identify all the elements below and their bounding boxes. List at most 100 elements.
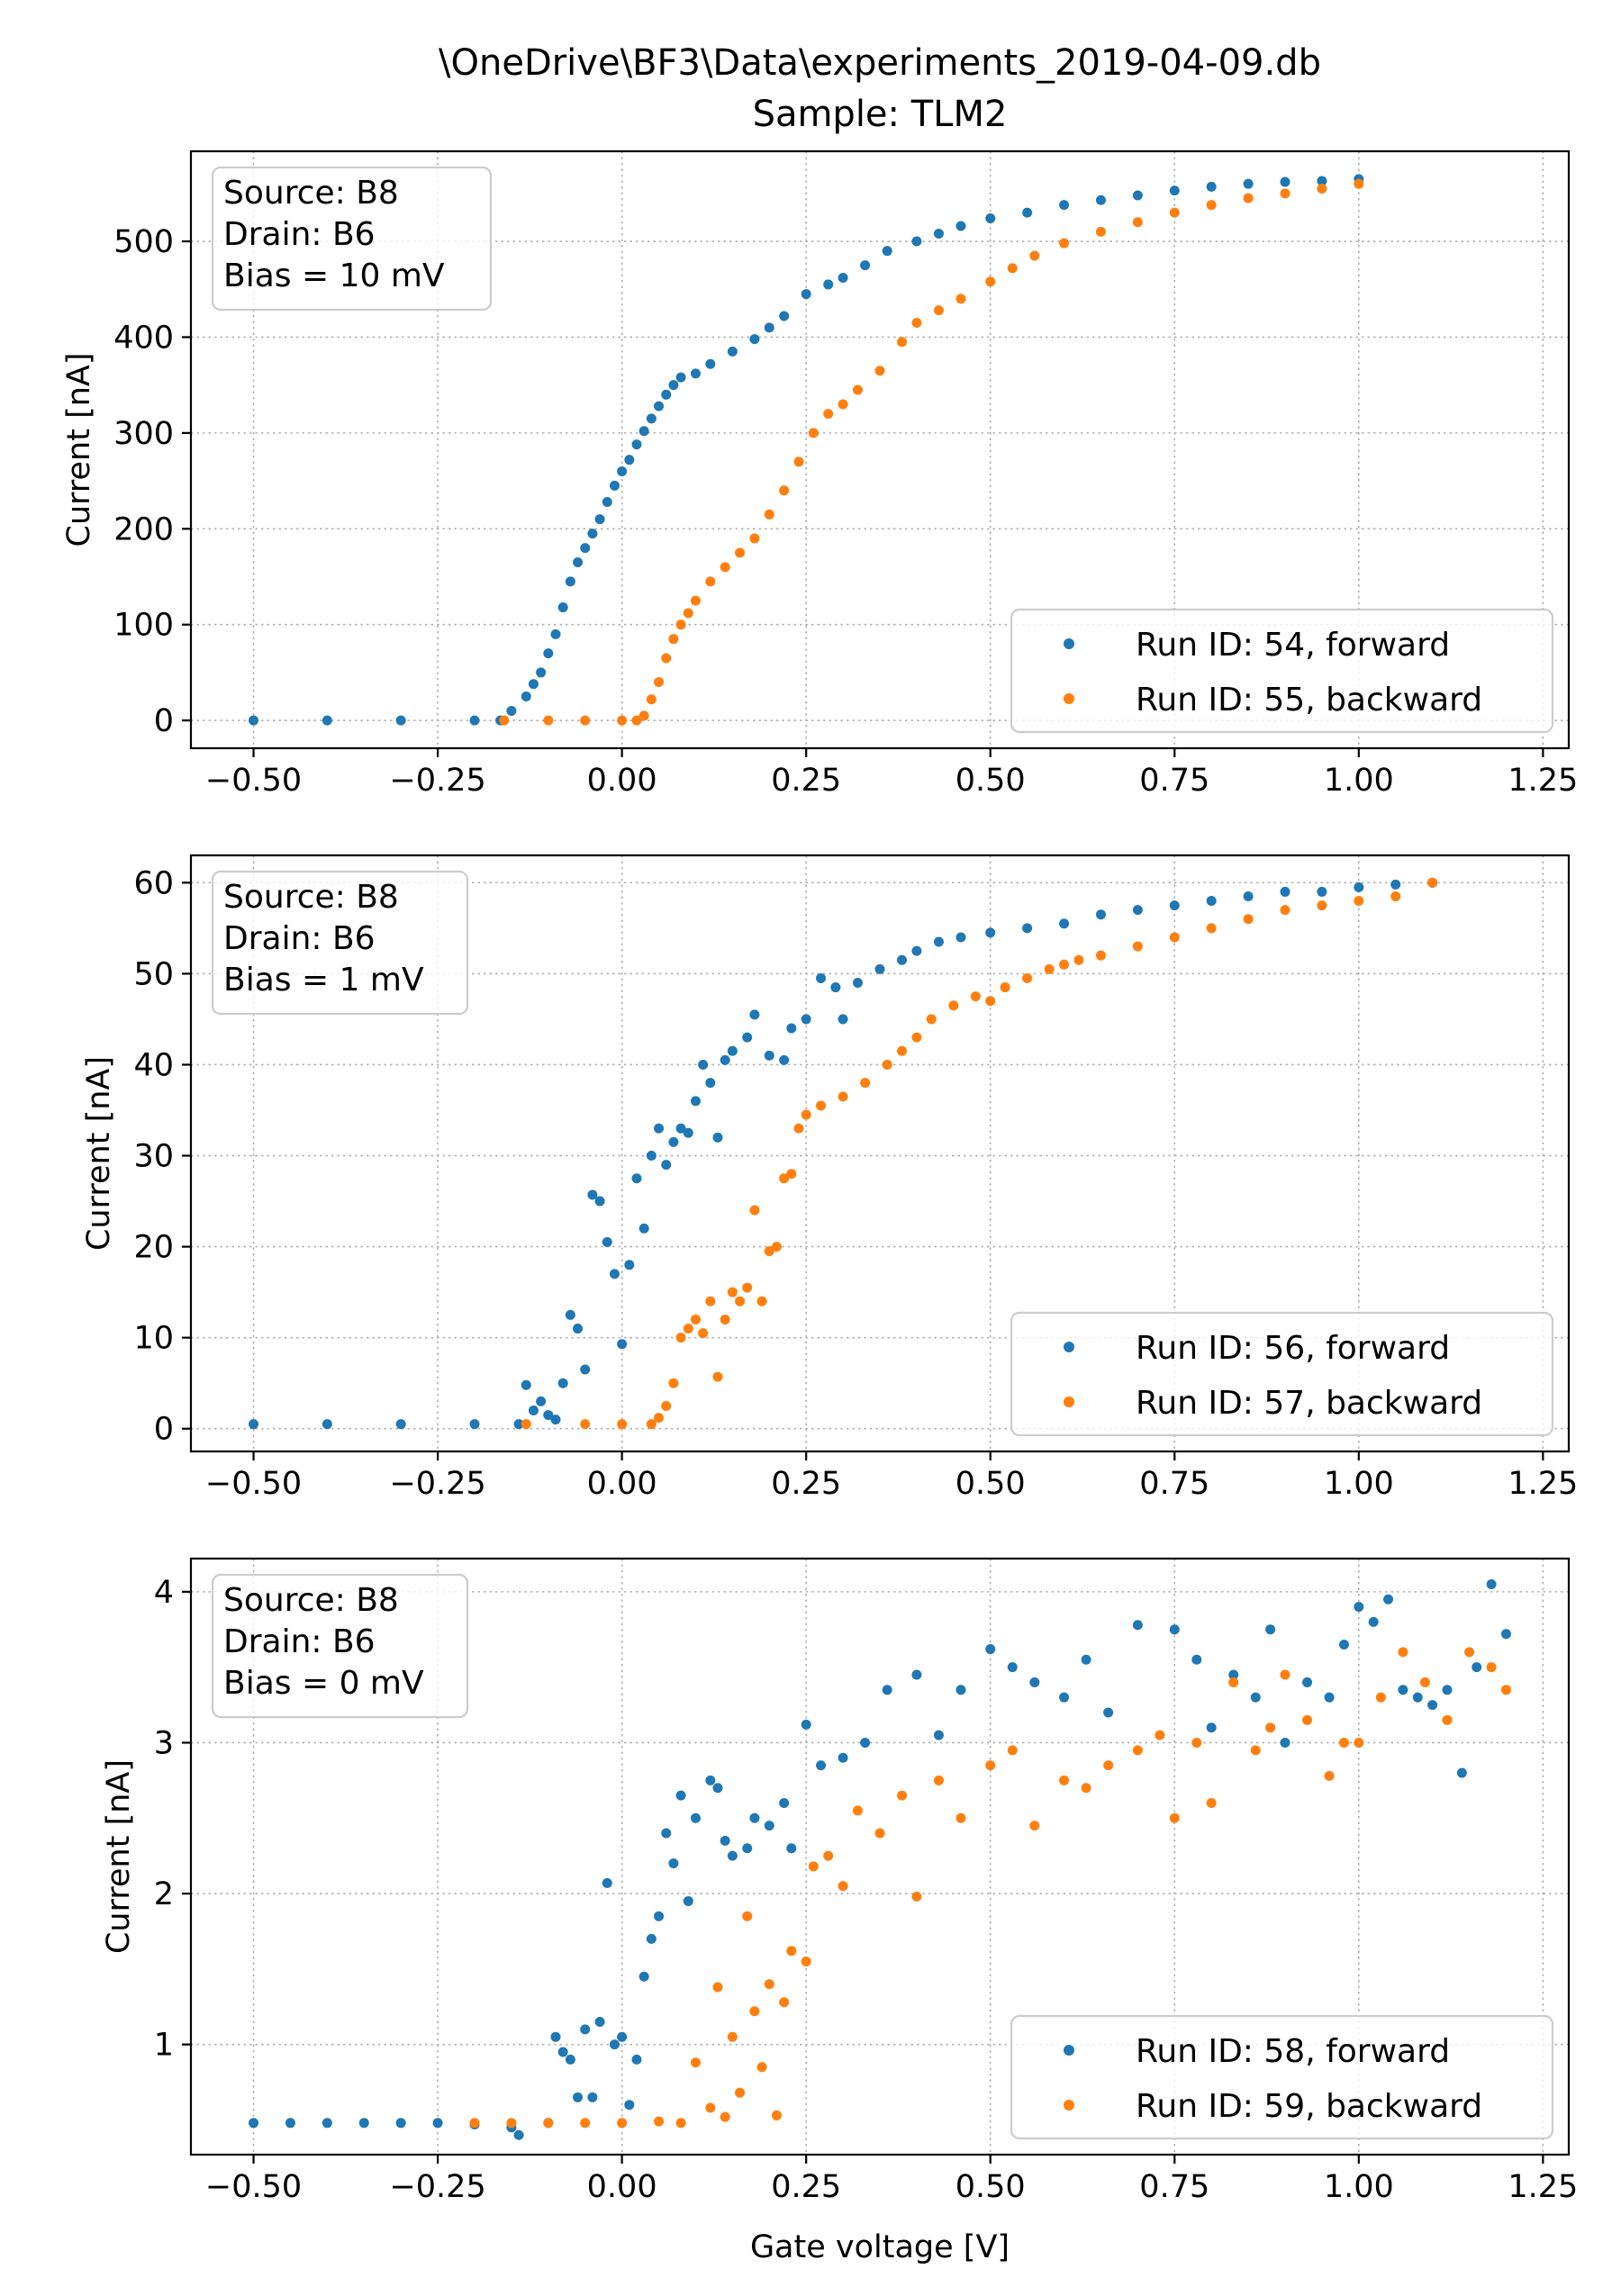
data-point-forward (654, 401, 665, 411)
data-point-forward (1169, 185, 1180, 196)
data-point-forward (1103, 1707, 1114, 1718)
data-point-forward (609, 480, 620, 491)
data-point-forward (638, 426, 649, 437)
data-point-backward (638, 710, 649, 721)
data-point-forward (933, 936, 944, 947)
x-tick-label: 1.25 (1508, 763, 1578, 799)
legend-entry: Run ID: 55, backward (1136, 682, 1482, 719)
data-point-forward (1206, 181, 1217, 192)
data-point-forward (779, 311, 790, 321)
data-point-backward (654, 2116, 665, 2127)
data-point-forward (395, 1419, 406, 1430)
data-point-forward (1338, 1640, 1349, 1650)
y-tick-label: 200 (113, 511, 174, 547)
data-point-backward (779, 485, 790, 496)
data-point-forward (1398, 1685, 1408, 1695)
x-tick-label: 1.00 (1324, 1466, 1394, 1502)
info-line: Drain: B6 (223, 920, 376, 957)
data-point-backward (698, 1328, 709, 1339)
data-point-forward (1486, 1578, 1497, 1589)
data-point-backward (1243, 193, 1254, 203)
data-point-forward (528, 1406, 539, 1416)
data-point-forward (1191, 1654, 1202, 1665)
x-tick-label: −0.50 (205, 763, 302, 799)
x-tick-label: 1.25 (1508, 1466, 1578, 1502)
data-point-forward (882, 246, 892, 257)
data-point-backward (955, 1812, 966, 1823)
data-point-forward (1317, 176, 1327, 186)
data-point-backward (1280, 188, 1290, 199)
y-tick-label: 4 (154, 1575, 174, 1611)
panel-bias-10mv: −0.50 −0.25 0.00 0.25 0.50 0.75 1.00 1.25 0 100 20… (61, 149, 1578, 799)
data-point-forward (668, 380, 679, 391)
data-point-forward (321, 1419, 332, 1430)
x-axis-label: Gate voltage [V] (750, 2229, 1010, 2265)
data-point-backward (1206, 200, 1217, 211)
data-point-forward (536, 667, 547, 678)
data-point-forward (1243, 890, 1254, 901)
data-point-backward (1059, 238, 1070, 249)
data-point-forward (1095, 909, 1106, 920)
data-point-forward (985, 1644, 996, 1655)
data-point-backward (764, 509, 774, 520)
data-point-backward (985, 996, 996, 1007)
data-point-backward (756, 1296, 767, 1306)
x-tick-label: 1.00 (1324, 763, 1394, 799)
data-point-forward (720, 1835, 730, 1846)
legend-entry: Run ID: 59, backward (1136, 2088, 1482, 2125)
data-point-forward (1427, 1700, 1438, 1711)
x-tick-label: −0.25 (389, 763, 485, 799)
x-tick-label: 0.75 (1139, 1466, 1209, 1502)
axes-frame (189, 1557, 1571, 2156)
info-line: Bias = 10 mV (223, 258, 445, 294)
info-line: Bias = 1 mV (223, 962, 424, 999)
data-point-forward (683, 1127, 693, 1138)
data-point-backward (764, 1246, 774, 1257)
y-tick-label: 2 (154, 1876, 174, 1912)
data-point-forward (654, 1123, 665, 1134)
data-point-forward (838, 1752, 848, 1763)
data-point-forward (720, 1054, 730, 1065)
data-point-forward (469, 1419, 480, 1430)
data-point-forward (249, 2118, 259, 2129)
data-point-backward (911, 317, 922, 328)
data-point-forward (1500, 1629, 1511, 1640)
data-point-backward (771, 1242, 782, 1252)
info-box (211, 1573, 469, 1719)
data-point-backward (631, 715, 642, 726)
data-point-forward (1317, 886, 1327, 897)
data-point-backward (1059, 959, 1070, 970)
y-tick-label: 300 (113, 416, 174, 452)
data-point-forward (661, 1828, 672, 1839)
data-point-forward (882, 1685, 892, 1695)
data-point-backward (1228, 1677, 1239, 1687)
data-point-backward (852, 1805, 863, 1816)
data-point-forward (727, 1850, 738, 1861)
data-point-forward (594, 1196, 605, 1207)
data-point-backward (1007, 263, 1018, 274)
x-tick-label: 0.50 (955, 763, 1026, 799)
data-point-backward (1169, 932, 1180, 943)
x-tick-label: −0.25 (389, 2169, 485, 2205)
data-point-forward (506, 705, 517, 716)
data-point-forward (1280, 1737, 1290, 1748)
data-point-forward (573, 2092, 584, 2102)
x-tick-label: 0.75 (1139, 2169, 1209, 2205)
data-point-backward (1029, 1821, 1040, 1831)
data-point-forward (1169, 900, 1180, 911)
data-point-forward (646, 413, 657, 424)
data-point-forward (395, 715, 406, 726)
data-point-forward (646, 1151, 657, 1162)
data-point-forward (587, 529, 598, 539)
data-point-backward (675, 619, 686, 630)
data-point-backward (911, 1032, 922, 1043)
data-point-forward (661, 1160, 672, 1171)
data-point-forward (1132, 905, 1143, 916)
data-point-forward (779, 1054, 790, 1065)
y-tick-label: 30 (133, 1139, 174, 1175)
data-point-forward (580, 543, 591, 554)
data-point-backward (668, 1378, 679, 1388)
data-point-backward (749, 2006, 760, 2017)
data-point-backward (874, 1828, 885, 1839)
